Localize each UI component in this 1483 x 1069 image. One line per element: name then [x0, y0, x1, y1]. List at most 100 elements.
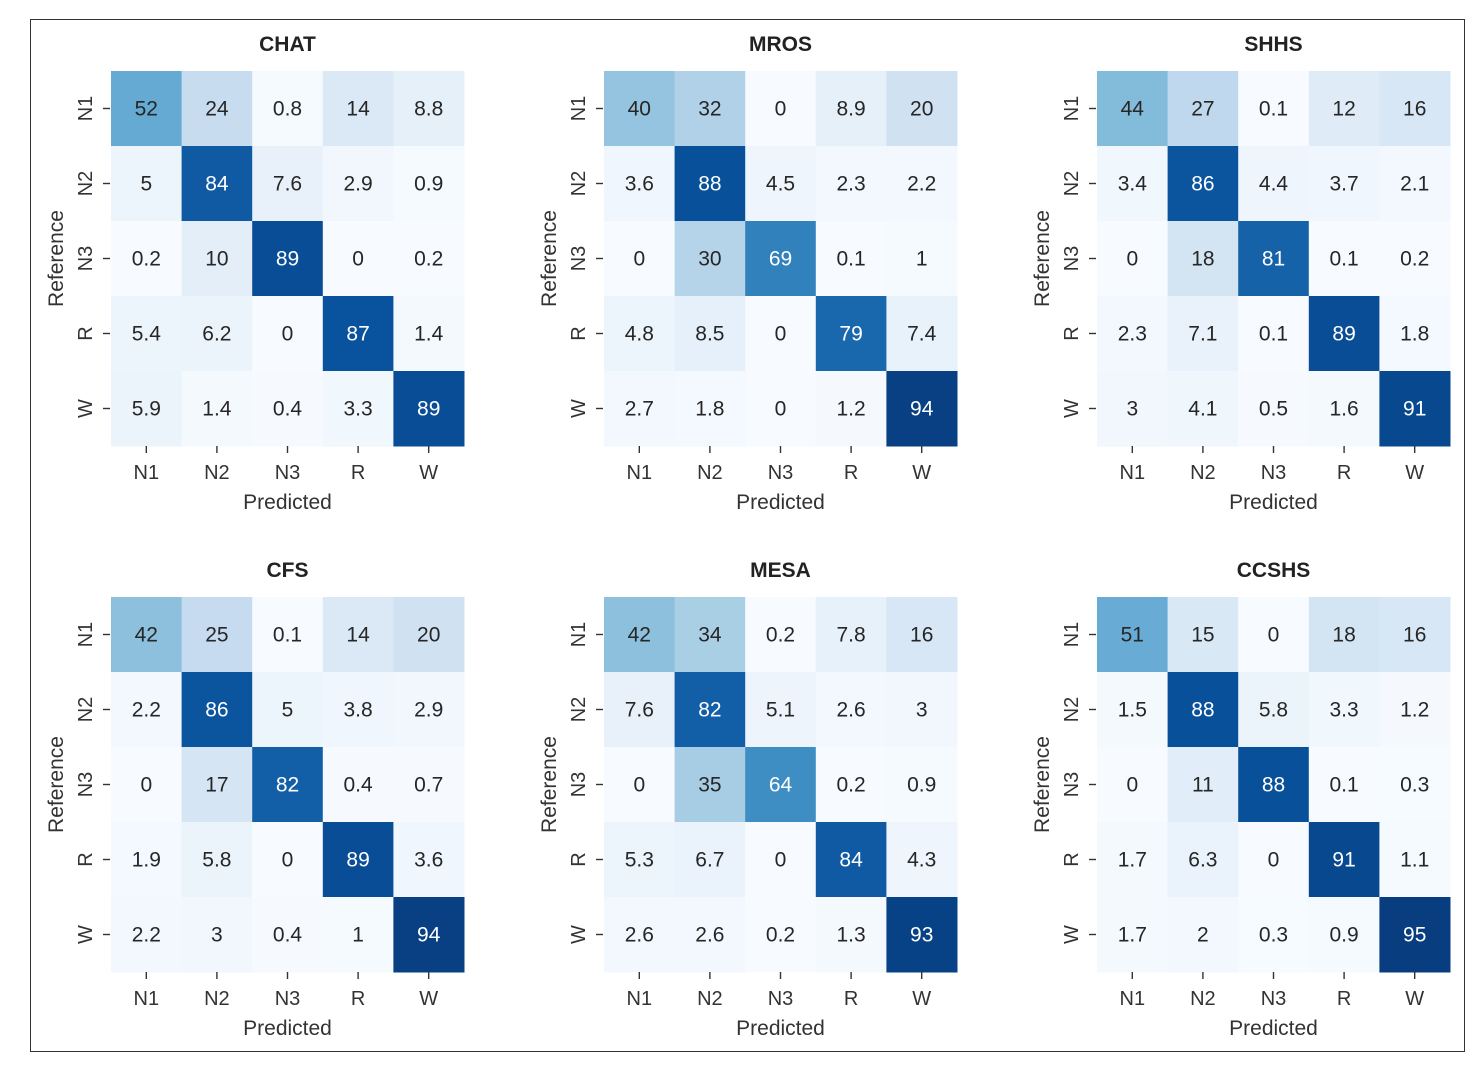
cell-value-label: 2.6 — [695, 924, 724, 947]
cell-value-label: 16 — [1403, 98, 1426, 121]
heatmap-cell — [886, 897, 958, 973]
cell-value-label: 94 — [910, 398, 934, 421]
cell-value-label: 91 — [1332, 849, 1355, 872]
cell-value-label: 7.6 — [273, 173, 302, 196]
cell-value-label: 8.5 — [695, 323, 724, 346]
heatmap-cell — [1097, 221, 1169, 297]
heatmap-cell — [252, 672, 324, 748]
x-tick-label: W — [1405, 462, 1424, 484]
cell-value-label: 2.1 — [1400, 173, 1429, 196]
heatmap-cell — [674, 71, 746, 147]
heatmap-cell — [1097, 747, 1169, 823]
cell-value-label: 86 — [205, 699, 228, 722]
cell-value-label: 3.4 — [1118, 173, 1148, 196]
x-axis-label: Predicted — [1229, 1017, 1318, 1040]
cell-value-label: 18 — [1332, 624, 1355, 647]
cell-value-label: 3 — [1126, 398, 1138, 421]
heatmap-cell — [674, 822, 746, 898]
heatmap-cell — [1238, 71, 1310, 147]
cell-value-label: 32 — [698, 98, 721, 121]
heatmap-cell — [604, 371, 676, 447]
cell-value-label: 0 — [1268, 624, 1280, 647]
heatmap-cell — [252, 146, 324, 222]
x-tick-label: N2 — [204, 988, 230, 1010]
cell-value-label: 6.2 — [202, 323, 231, 346]
x-tick-label: N1 — [627, 462, 653, 484]
heatmap-cell — [1097, 71, 1169, 147]
cell-value-label: 18 — [1191, 248, 1214, 271]
cell-value-label: 5.9 — [132, 398, 161, 421]
heatmap-cell — [886, 146, 958, 222]
heatmap-cell — [745, 146, 817, 222]
cell-value-label: 3.6 — [625, 173, 654, 196]
heatmap-cell — [1308, 296, 1380, 372]
cell-value-label: 88 — [1262, 774, 1285, 797]
cell-value-label: 0.2 — [1400, 248, 1429, 271]
y-tick-label: W — [75, 399, 97, 418]
heatmap-cell — [1238, 672, 1310, 748]
cell-value-label: 95 — [1403, 924, 1426, 947]
cell-value-label: 0.4 — [273, 398, 303, 421]
y-tick-label: N2 — [1061, 697, 1083, 723]
cell-value-label: 7.8 — [836, 624, 865, 647]
heatmap-cell — [252, 597, 324, 673]
cell-value-label: 0.8 — [273, 98, 302, 121]
x-axis-label: Predicted — [243, 1017, 332, 1040]
x-tick-label: R — [351, 462, 365, 484]
y-tick-label: R — [1061, 326, 1083, 340]
heatmap-cell — [745, 71, 817, 147]
cell-value-label: 0.4 — [273, 924, 303, 947]
panel-title: CHAT — [259, 33, 316, 56]
cell-value-label: 0.1 — [1329, 248, 1358, 271]
heatmap-cell — [322, 221, 394, 297]
cell-value-label: 8.8 — [414, 98, 443, 121]
y-axis-label: Reference — [1031, 210, 1054, 307]
cell-value-label: 0 — [140, 774, 152, 797]
cell-value-label: 0 — [775, 323, 787, 346]
cell-value-label: 89 — [346, 849, 369, 872]
heatmap-cell — [815, 221, 887, 297]
cell-value-label: 69 — [769, 248, 792, 271]
cell-value-label: 1.9 — [132, 849, 161, 872]
cell-value-label: 2.6 — [836, 699, 865, 722]
x-tick-label: W — [1405, 988, 1424, 1010]
x-tick-label: N3 — [768, 988, 794, 1010]
cell-value-label: 1.5 — [1118, 699, 1147, 722]
cell-value-label: 0 — [282, 849, 294, 872]
cell-value-label: 1.2 — [1400, 699, 1429, 722]
cell-value-label: 2.7 — [625, 398, 654, 421]
confusion-matrix-panel: CFS 42 25 0.1 14 20 2.2 86 5 3.8 2.9 0 17 82 0.4 0.7 1.9… — [45, 559, 465, 1040]
cell-value-label: 15 — [1191, 624, 1214, 647]
cell-value-label: 91 — [1403, 398, 1426, 421]
cell-value-label: 4.1 — [1188, 398, 1217, 421]
x-tick-label: R — [844, 462, 858, 484]
heatmap-cell — [674, 221, 746, 297]
y-tick-label: N3 — [75, 246, 97, 272]
y-tick-label: R — [568, 326, 590, 340]
cell-value-label: 42 — [628, 624, 651, 647]
cell-value-label: 0.7 — [414, 774, 443, 797]
cell-value-label: 1.7 — [1118, 924, 1147, 947]
cell-value-label: 1 — [916, 248, 928, 271]
heatmap-cell — [815, 296, 887, 372]
y-axis-label: Reference — [45, 210, 68, 307]
heatmap-cell — [111, 371, 183, 447]
heatmap-cell — [815, 371, 887, 447]
heatmap-cell — [1238, 146, 1310, 222]
cell-value-label: 4.4 — [1259, 173, 1289, 196]
heatmap-cell — [393, 146, 465, 222]
cell-value-label: 0.1 — [1329, 774, 1358, 797]
cell-value-label: 3.8 — [343, 699, 372, 722]
cell-value-label: 1.4 — [414, 323, 444, 346]
x-tick-label: N2 — [1190, 462, 1216, 484]
cell-value-label: 20 — [417, 624, 440, 647]
x-tick-label: R — [351, 988, 365, 1010]
heatmap-cell — [1238, 597, 1310, 673]
heatmap-cell — [815, 597, 887, 673]
cell-value-label: 1.3 — [836, 924, 865, 947]
heatmap-cell — [181, 897, 253, 973]
heatmap-cell — [322, 371, 394, 447]
heatmap-cell — [111, 71, 183, 147]
x-tick-label: N1 — [1120, 462, 1146, 484]
heatmap-cell — [393, 371, 465, 447]
